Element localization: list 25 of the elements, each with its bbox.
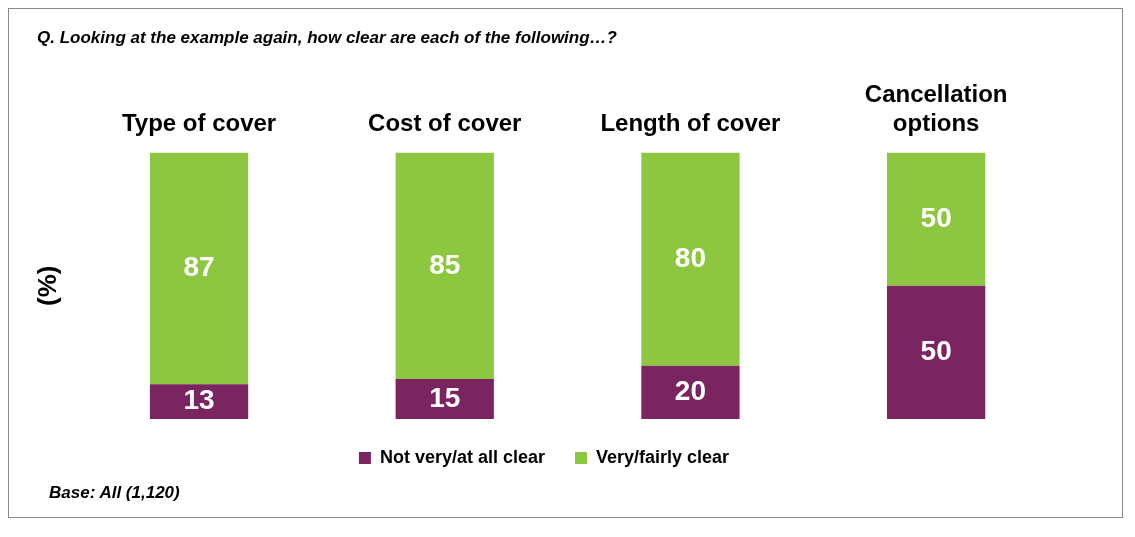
bar: [887, 152, 986, 286]
legend-label: Very/fairly clear: [595, 446, 730, 467]
data-label: 87: [183, 251, 215, 283]
bar: [887, 285, 986, 419]
legend-label: Not very/at all clear: [379, 446, 545, 467]
bar: [395, 379, 494, 419]
text: Base: All (1,120): [49, 483, 180, 503]
bar: [641, 365, 740, 419]
data-label: 50: [920, 201, 952, 233]
chart-title: Q. Looking at the example again, how clear are each of the following…?: [37, 28, 617, 48]
x-tick-label: Length of cover: [600, 108, 781, 136]
bar: [149, 152, 249, 385]
x-tick-label: Type of cover: [121, 108, 277, 136]
bar: [149, 384, 249, 419]
data-label: 85: [429, 248, 461, 280]
data-label: 13: [183, 384, 215, 416]
y-axis-title: (%): [31, 265, 62, 307]
data-label: 20: [674, 375, 707, 407]
data-label: 50: [920, 335, 952, 367]
data-label: 80: [674, 241, 707, 273]
bar: [641, 152, 740, 366]
x-tick-label: Cancellation options: [864, 80, 1008, 136]
bar: [395, 152, 494, 380]
data-label: 15: [429, 381, 461, 413]
x-tick-label: Cost of cover: [368, 108, 522, 136]
